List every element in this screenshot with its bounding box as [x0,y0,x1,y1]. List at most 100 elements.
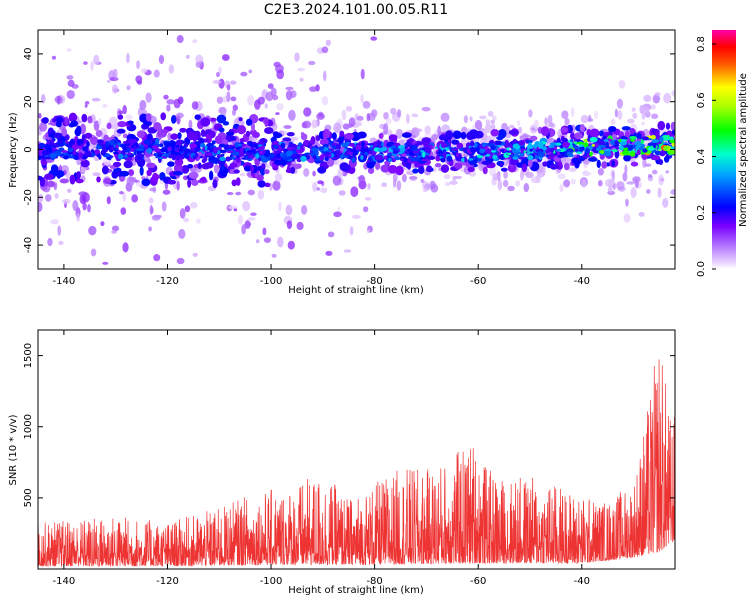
spectrogram-cell [631,107,636,112]
spectrogram-cell [230,156,236,160]
spectrogram-cell [261,163,266,170]
spectrogram-cell [636,149,641,156]
spectrogram-cell [222,121,230,126]
spectrogram-cell [555,149,561,152]
spectrogram-cell [66,75,74,80]
spectrogram-cell [98,154,102,160]
spectrogram-cell [106,196,111,205]
spectrogram-cell [309,86,318,92]
spectrogram-cell [579,124,586,133]
spectrogram-cell [38,112,42,119]
spectrogram-cell [102,103,108,108]
spectrogram-cell [423,141,431,148]
spectrogram-cell [593,110,599,119]
spectrogram-cell [366,112,371,122]
spectrogram-cell [562,141,571,148]
spectrogram-cell [271,253,277,258]
spectrogram-cell [626,181,636,185]
spectrogram-cell [544,117,548,126]
spectrogram-cell [71,144,79,151]
spectrogram-cell [620,136,627,140]
spectrogram-cell [204,162,214,169]
spectrogram-cell [421,106,431,112]
spectrogram-cell [122,192,127,202]
spectrogram-cell [247,94,255,106]
spectrogram-cell [589,151,593,157]
spectrogram-cell [74,153,78,161]
y-tick-label: 40 [23,48,34,61]
spectrogram-cell [167,161,175,167]
spectrogram-cell [294,52,300,62]
spectrogram-cell [55,120,62,128]
spectrogram-cell [189,201,198,209]
spectrogram-cell [351,214,361,219]
spectrogram-cell [228,205,238,210]
spectrogram-cell [651,155,661,161]
spectrogram-cell [155,138,160,145]
spectrogram-cell [492,173,501,181]
spectrogram-cell [641,121,645,126]
spectrogram-cell [596,159,601,169]
spectrogram-cell [416,128,423,132]
spectrogram-cell [90,248,97,257]
spectrogram-cell [92,172,101,177]
spectrogram-cell [211,140,216,145]
spectrogram-cell [497,179,503,191]
spectrogram-cell [344,132,355,140]
spectrogram-cell [383,123,389,134]
spectrogram-cell [646,189,651,194]
spectrogram-cell [369,144,374,149]
spectrogram-cell [584,148,591,154]
spectrogram-cell [157,153,163,158]
spectrogram-cell [576,151,582,155]
spectrogram-cell [70,120,78,127]
spectrogram-cell [300,133,308,141]
spectrogram-cell [72,150,77,155]
spectrogram-cell [312,181,318,192]
spectrogram-cell [90,136,99,145]
spectrogram-cell [200,129,206,138]
spectrogram-cell [226,91,231,103]
spectrogram-cell [525,171,534,179]
spectrogram-cell [196,218,201,224]
spectrogram-cell [191,179,199,187]
spectrogram-cell [396,109,402,118]
spectrogram-cell [41,160,47,166]
spectrogram-cell [654,92,661,97]
spectrogram-cell [264,169,270,175]
spectrogram-cell [153,69,160,78]
spectrogram-cell [604,179,612,187]
spectrogram-cell [298,142,303,146]
spectrogram-cell [84,146,89,153]
spectrogram-cell [178,147,184,152]
spectrogram-cell [644,163,652,167]
spectrogram-cell [46,180,56,188]
spectrogram-cell [95,145,103,150]
spectrogram-cell [247,189,255,196]
snr-x-label: Height of straight line (km) [288,585,424,596]
spectrogram-cell [335,152,341,159]
spectrogram-cell [563,154,569,158]
spectrogram-cell [632,112,638,119]
spectrogram-cell [72,200,79,211]
spectrogram-cell [259,150,264,155]
spectrogram-cell [360,94,364,104]
spectrogram-cell [343,249,352,253]
spectrogram-cell [663,92,672,104]
spectrogram-cell [68,143,73,148]
y-tick-label: 1000 [23,414,34,439]
spectrogram-cell [187,178,192,188]
spectrogram-cell [263,152,270,157]
spectrogram-cell [183,153,189,159]
spectrogram-cell [76,138,84,145]
spectrogram-cell [237,151,245,157]
spectrogram-cell [265,91,274,102]
spectrogram-cell [122,242,129,253]
spectrogram-cell [136,130,145,138]
spectrogram-cell [86,141,90,147]
spectrogram-cell [81,113,88,123]
spectrogram-cell [46,147,53,153]
spectrogram-cell [250,122,256,132]
spectrogram-cell [263,237,272,243]
spectrogram-cell [538,150,543,155]
